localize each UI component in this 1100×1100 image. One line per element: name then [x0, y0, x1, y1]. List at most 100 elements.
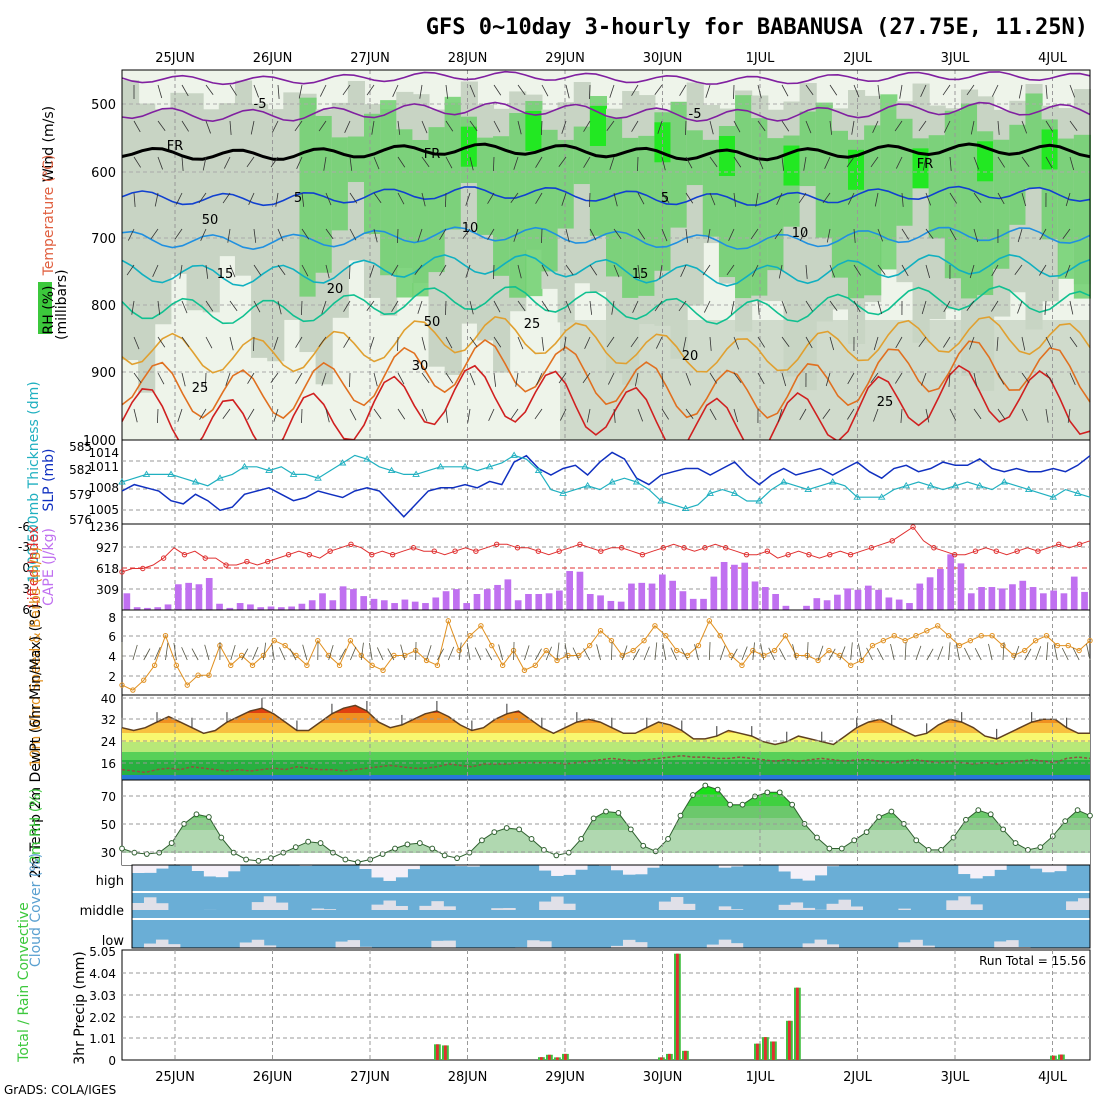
precip-conv-bar [764, 1037, 767, 1060]
rh-point [962, 816, 969, 823]
rh-point [888, 808, 895, 815]
wind-speed-point [837, 652, 843, 659]
wind-speed-point [869, 642, 876, 649]
wind-barb [1069, 300, 1074, 315]
wind-barb [781, 300, 788, 314]
wind-barb [829, 336, 835, 351]
isotherm-contour [121, 226, 1091, 251]
wind-barb [534, 648, 542, 661]
wind-barb [1035, 646, 1042, 661]
cloud-low-gap [1006, 940, 1019, 948]
wind-barb [204, 372, 207, 387]
wind-barb [1045, 156, 1053, 169]
wind-speed-point [130, 687, 136, 693]
contour-label: 25 [877, 395, 894, 410]
thickness-point [191, 478, 200, 485]
thickness-point [583, 481, 592, 489]
wind-frame [121, 609, 1091, 696]
rh-point [131, 849, 138, 856]
wind-barb [397, 192, 405, 205]
cloud-mid-gap [730, 909, 744, 910]
cloud-low-gap [251, 939, 265, 948]
wind-barb [1039, 264, 1047, 276]
cloud-low-gap [527, 940, 540, 948]
wind-barb [760, 643, 765, 661]
slp-tick: 1014 [88, 446, 119, 460]
isotherm-contour [121, 70, 1091, 86]
wind-barb [733, 84, 735, 99]
wind-speed-point [848, 662, 854, 669]
wind-barb [175, 192, 183, 205]
thickness-point [338, 459, 347, 466]
wind-barb [757, 372, 765, 385]
precip-conv-bar [444, 1045, 447, 1060]
precip-panel: 5.05 4.04 3.03 2.02 1.01 0 [89, 945, 1091, 1068]
wind-barb [589, 228, 597, 241]
wind-barb [920, 84, 927, 97]
wind-barb [469, 336, 478, 348]
thickness-point [412, 470, 420, 477]
cape-bar [473, 593, 481, 610]
wind-speed-point [141, 677, 147, 683]
thickness-point [975, 481, 984, 489]
wind-speed-point [532, 662, 539, 669]
thickness-point [902, 481, 910, 489]
wind-barb [901, 228, 910, 240]
precip-conv-bar [756, 1043, 759, 1060]
wind-barb [609, 156, 615, 170]
rh-band-green [670, 101, 688, 228]
wind-barb [719, 645, 726, 661]
wind-barb [540, 120, 543, 135]
li-point [972, 548, 979, 554]
wind-barb [133, 336, 140, 350]
slp-tick: 1011 [88, 460, 119, 474]
cape-bar [741, 562, 749, 610]
precip-conv-bar [436, 1044, 439, 1060]
wind-barb [510, 192, 519, 203]
wind-barb [517, 84, 526, 96]
wind-barb [325, 408, 330, 423]
wind-barb [943, 120, 951, 133]
precip-conv-bar [1060, 1054, 1063, 1060]
wind-barb [757, 120, 766, 132]
cloud-high-gap [1030, 865, 1043, 869]
cape-lifted-index-panel: -6 -3 0 3 6 1236 927 618 309 [18, 520, 1091, 617]
cloud-low-gap [994, 941, 1007, 948]
wind-barb [661, 372, 664, 387]
li-point [743, 551, 750, 558]
wind-barb [768, 647, 775, 661]
wind-speed-point [1022, 647, 1028, 654]
rh-point [739, 801, 746, 808]
rh-point [776, 789, 783, 796]
wind-speed-point [1043, 632, 1050, 639]
wind-barb [606, 336, 615, 348]
wind-barb [589, 300, 593, 315]
rh-point [516, 826, 523, 833]
wind-barb [421, 372, 430, 384]
wind-speed-point [750, 647, 756, 654]
pressure-tick: 800 [91, 299, 116, 314]
wind-barb [275, 192, 279, 207]
thickness-point [167, 470, 175, 477]
thickness-point [755, 497, 763, 504]
li-point [306, 551, 313, 558]
thickness-point [1024, 485, 1033, 493]
bottom-date-axis: 25JUN 26JUN 27JUN 28JUN 29JUN 30JUN 1JUL 2JUL 3J… [155, 1070, 1067, 1085]
wind-barb [541, 84, 549, 97]
cloud-level-label: low [102, 934, 125, 949]
wind-speed-point [119, 682, 125, 688]
wind-barb [1014, 264, 1023, 276]
wind-barb [798, 192, 807, 204]
wind-barb [694, 644, 699, 661]
wind-speed-point [902, 637, 908, 644]
wind-speed-point [249, 662, 256, 669]
rh-point [565, 849, 572, 856]
cloud-mid-gap [718, 906, 732, 910]
wind-barb [703, 300, 711, 313]
cape-bar [154, 607, 162, 610]
rh-band-bright [589, 106, 607, 147]
wind-barb [488, 408, 495, 421]
wind-barb [157, 372, 165, 385]
li-point [140, 565, 146, 572]
wind-barb [421, 156, 430, 168]
